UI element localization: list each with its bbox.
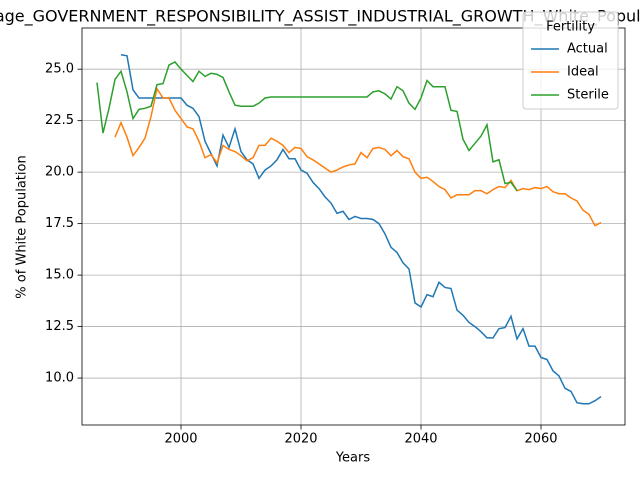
- y-tick-label: 17.5: [45, 216, 74, 231]
- plot-frame: [81, 27, 626, 426]
- legend-box: [522, 11, 619, 110]
- y-tick-label: 12.5: [45, 319, 74, 334]
- y-tick-label: 25.0: [45, 62, 74, 77]
- legend-label: Sterile: [567, 88, 609, 103]
- x-tick-label: 2040: [404, 432, 437, 447]
- x-tick-label: 2060: [524, 432, 557, 447]
- y-tick-label: 22.5: [45, 113, 74, 128]
- legend-label: Actual: [567, 42, 608, 57]
- y-tick-label: 10.0: [45, 371, 74, 386]
- y-axis-label: % of White Population: [15, 155, 30, 298]
- data-line: [96, 61, 518, 192]
- x-tick-label: 2020: [284, 432, 317, 447]
- data-line: [120, 54, 602, 405]
- x-tick-label: 2000: [164, 432, 197, 447]
- y-tick-label: 15.0: [45, 268, 74, 283]
- legend-label: Ideal: [567, 65, 599, 80]
- x-axis-label: Years: [335, 451, 371, 466]
- legend: Fertility Actual Ideal Sterile: [522, 11, 619, 110]
- legend-title: Fertility: [546, 20, 595, 35]
- y-tick-label: 20.0: [45, 165, 74, 180]
- chart-title: Average_GOVERNMENT_RESPONSIBILITY_ASSIST…: [0, 7, 640, 27]
- data-line: [114, 86, 602, 227]
